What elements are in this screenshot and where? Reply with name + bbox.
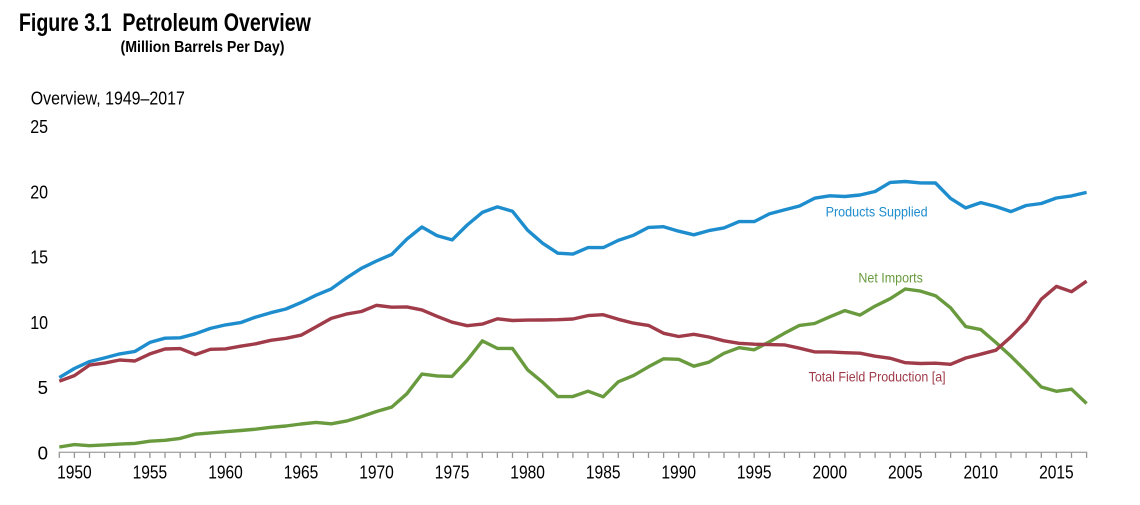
svg-text:20: 20 <box>30 183 48 203</box>
svg-text:15: 15 <box>30 248 48 268</box>
svg-text:10: 10 <box>30 313 48 333</box>
svg-text:1965: 1965 <box>284 463 319 483</box>
svg-text:2000: 2000 <box>813 463 848 483</box>
svg-text:25: 25 <box>30 117 48 137</box>
svg-text:1995: 1995 <box>737 463 772 483</box>
svg-text:1960: 1960 <box>208 463 243 483</box>
svg-text:1990: 1990 <box>661 463 696 483</box>
svg-text:1985: 1985 <box>586 463 621 483</box>
svg-text:1980: 1980 <box>510 463 545 483</box>
svg-text:1975: 1975 <box>435 463 470 483</box>
svg-text:1970: 1970 <box>359 463 394 483</box>
svg-text:Total Field Production [a]: Total Field Production [a] <box>809 369 946 385</box>
svg-text:5: 5 <box>38 378 48 398</box>
svg-text:1950: 1950 <box>57 463 92 483</box>
svg-text:2015: 2015 <box>1039 463 1074 483</box>
svg-text:0: 0 <box>38 443 48 463</box>
svg-text:Products Supplied: Products Supplied <box>826 203 928 219</box>
svg-text:(Million Barrels Per Day): (Million Barrels Per Day) <box>121 39 285 56</box>
svg-text:Figure 3.1 Petroleum Overview: Figure 3.1 Petroleum Overview <box>19 9 311 37</box>
svg-text:1955: 1955 <box>133 463 168 483</box>
svg-text:Net Imports: Net Imports <box>858 269 923 285</box>
svg-text:2005: 2005 <box>888 463 923 483</box>
svg-text:Overview, 1949–2017: Overview, 1949–2017 <box>31 88 185 108</box>
svg-text:2010: 2010 <box>964 463 999 483</box>
